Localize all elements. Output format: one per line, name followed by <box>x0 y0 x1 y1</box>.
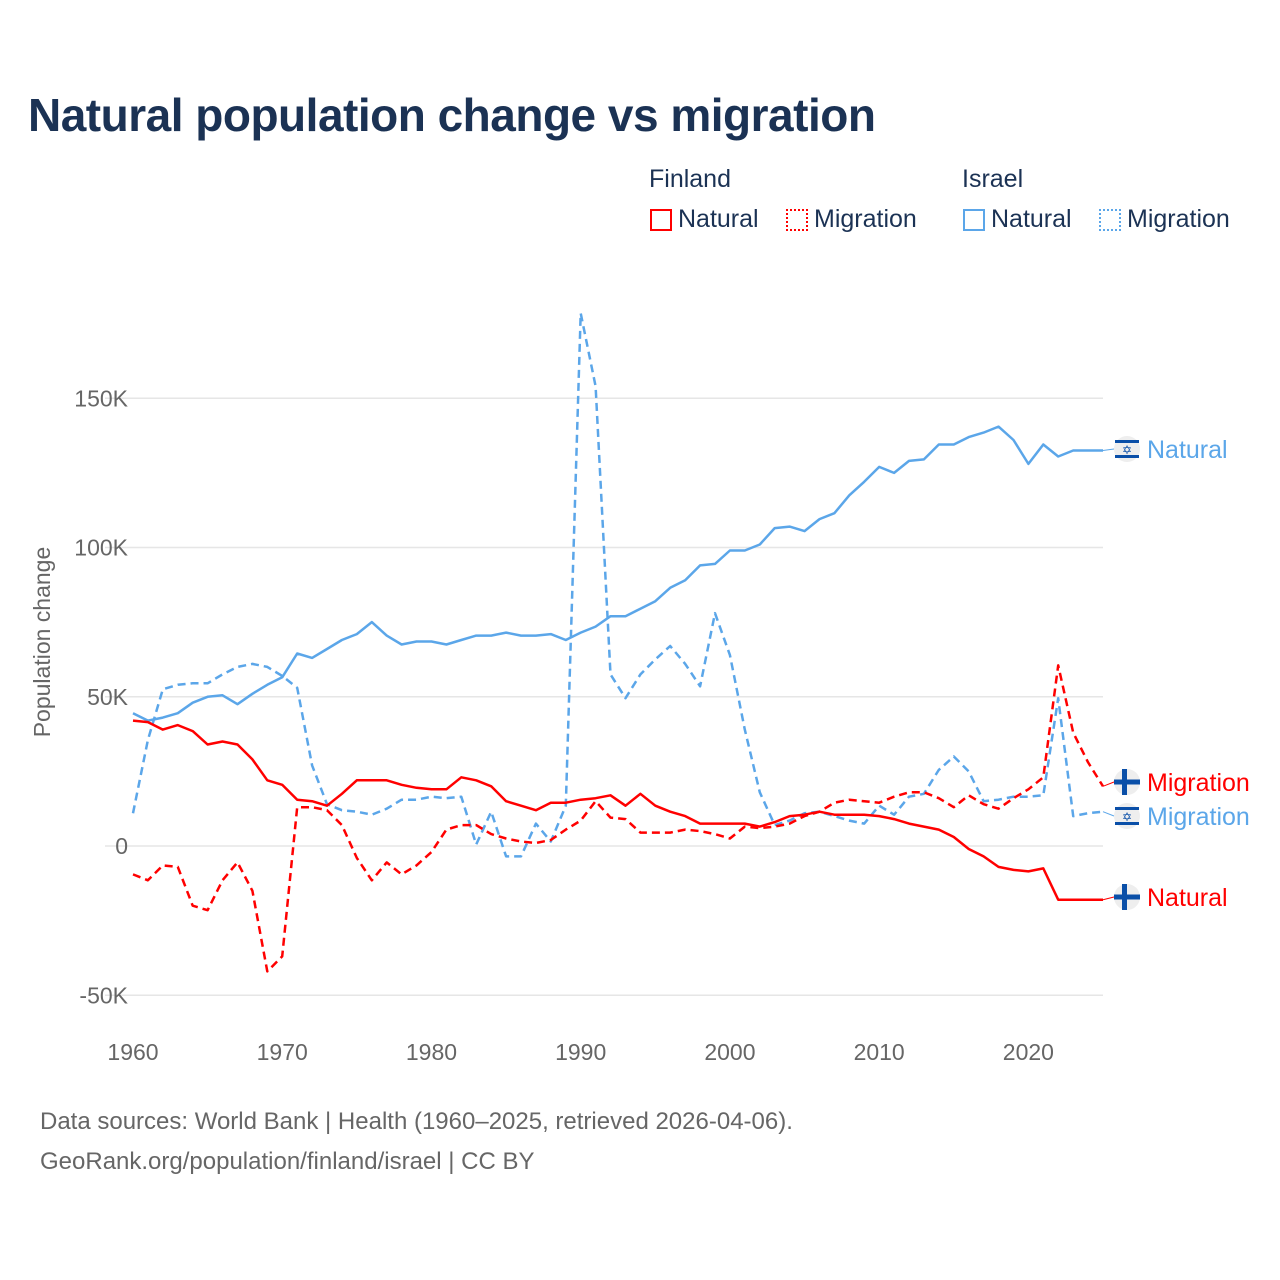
x-tick-label: 2010 <box>854 1039 905 1065</box>
end-label: Natural <box>1147 436 1228 464</box>
flag-stripe <box>1115 807 1139 810</box>
legend-label: Natural <box>991 205 1072 233</box>
y-tick-label: -50K <box>79 982 128 1008</box>
end-label: Migration <box>1147 803 1250 831</box>
legend-label: Migration <box>1127 205 1230 233</box>
y-tick-label: 100K <box>74 535 128 561</box>
footer-sources: Data sources: World Bank | Health (1960–… <box>40 1108 793 1135</box>
flag-stripe <box>1115 822 1139 825</box>
end-connector <box>1102 781 1115 787</box>
flag-stripe <box>1115 440 1139 443</box>
flag-star: ✡ <box>1122 443 1132 457</box>
footer-credit[interactable]: GeoRank.org/population/finland/israel | … <box>40 1148 535 1175</box>
end-connector <box>1102 448 1115 451</box>
flag-cross <box>1122 769 1127 795</box>
legend-finland-natural[interactable]: Natural <box>650 205 759 234</box>
legend-label: Natural <box>678 205 759 233</box>
x-tick-label: 2000 <box>704 1039 755 1065</box>
legend-group-finland: Finland <box>649 165 731 193</box>
legend-swatch-dotted <box>786 208 808 231</box>
end-connector <box>1102 811 1115 817</box>
x-tick-label: 1960 <box>107 1039 158 1065</box>
series-line-israel-migration <box>131 311 1104 858</box>
end-connector <box>1102 896 1115 901</box>
legend-swatch-dotted <box>1099 208 1121 231</box>
flag-stripe <box>1115 455 1139 458</box>
end-label: Natural <box>1147 884 1228 912</box>
x-tick-label: 1970 <box>257 1039 308 1065</box>
legend-swatch-solid <box>963 208 985 231</box>
chart-title: Natural population change vs migration <box>28 89 876 141</box>
legend-swatch-solid <box>650 208 672 231</box>
legend-group-israel: Israel <box>962 165 1024 193</box>
legend-finland-migration[interactable]: Migration <box>786 205 917 234</box>
series-line-finland-migration <box>132 664 1105 973</box>
legend-israel-natural[interactable]: Natural <box>963 205 1072 234</box>
y-axis-label: Population change <box>29 547 55 738</box>
flag-cross <box>1122 884 1127 910</box>
end-label: Migration <box>1147 769 1250 797</box>
x-tick-label: 1980 <box>406 1039 457 1065</box>
legend-israel-migration[interactable]: Migration <box>1099 205 1230 234</box>
y-tick-label: 50K <box>87 684 129 710</box>
series-line-finland-natural <box>132 719 1103 901</box>
x-tick-label: 1990 <box>555 1039 606 1065</box>
y-tick-label: 150K <box>74 385 128 411</box>
series-line-israel-natural <box>132 425 1103 722</box>
x-tick-label: 2020 <box>1003 1039 1054 1065</box>
y-tick-label: 0 <box>115 833 128 859</box>
flag-star: ✡ <box>1122 810 1132 824</box>
legend-label: Migration <box>814 205 917 233</box>
